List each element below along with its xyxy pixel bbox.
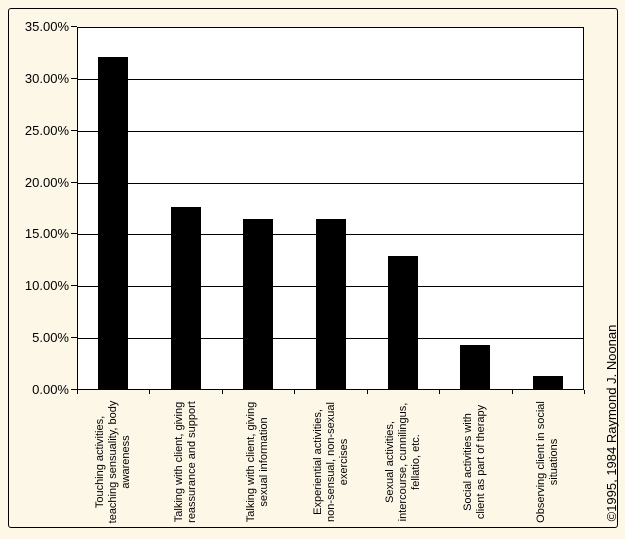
y-axis-tick-mark	[71, 233, 77, 234]
bar	[388, 256, 418, 389]
copyright-text: ©1995, 1984 Raymond J. Noonan	[604, 324, 619, 522]
y-axis-tick-label: 35.00%	[24, 19, 69, 34]
y-axis-tick-label: 5.00%	[32, 330, 69, 345]
y-axis-tick-label: 25.00%	[24, 123, 69, 138]
bar	[243, 219, 273, 389]
x-axis-category-label: Sexual activities, intercourse, cunnilin…	[383, 402, 422, 522]
y-axis-tick-mark	[71, 389, 77, 390]
y-axis-tick-mark	[71, 182, 77, 183]
bar	[316, 219, 346, 389]
x-axis-category-label: Social activities with client as part of…	[462, 404, 487, 520]
x-axis-tick-mark	[222, 390, 223, 394]
x-axis-tick-mark	[512, 390, 513, 394]
x-axis-tick-mark	[149, 390, 150, 394]
x-axis-tick-mark	[367, 390, 368, 394]
plot-area	[77, 27, 584, 390]
bar	[533, 376, 563, 389]
bar	[98, 57, 128, 389]
y-axis-tick-mark	[71, 26, 77, 27]
x-axis-tick-mark	[294, 390, 295, 394]
y-axis-tick-mark	[71, 337, 77, 338]
chart-frame: ©1995, 1984 Raymond J. Noonan	[8, 8, 619, 528]
y-axis-tick-mark	[71, 285, 77, 286]
x-axis-category-label: Experiential activities, non-sensual, no…	[311, 402, 350, 522]
gridline	[78, 79, 583, 80]
x-axis-tick-mark	[439, 390, 440, 394]
gridline	[78, 183, 583, 184]
bar	[460, 345, 490, 389]
y-axis-tick-label: 30.00%	[24, 71, 69, 86]
y-axis-tick-mark	[71, 78, 77, 79]
x-axis-category-label: Observing client in social situations	[535, 401, 560, 523]
x-axis-category-label: Talking with client, giving sexual infor…	[245, 401, 270, 523]
x-axis-tick-mark	[584, 390, 585, 394]
bar	[171, 207, 201, 389]
x-axis-tick-mark	[77, 390, 78, 394]
x-axis-category-label: Touching activities, teaching sensuality…	[93, 400, 132, 524]
y-axis-tick-label: 20.00%	[24, 175, 69, 190]
y-axis-tick-label: 0.00%	[32, 382, 69, 397]
y-axis-tick-mark	[71, 130, 77, 131]
x-axis-category-label: Talking with client, giving reassurance …	[173, 401, 198, 523]
y-axis-tick-label: 10.00%	[24, 278, 69, 293]
y-axis-tick-label: 15.00%	[24, 226, 69, 241]
gridline	[78, 131, 583, 132]
